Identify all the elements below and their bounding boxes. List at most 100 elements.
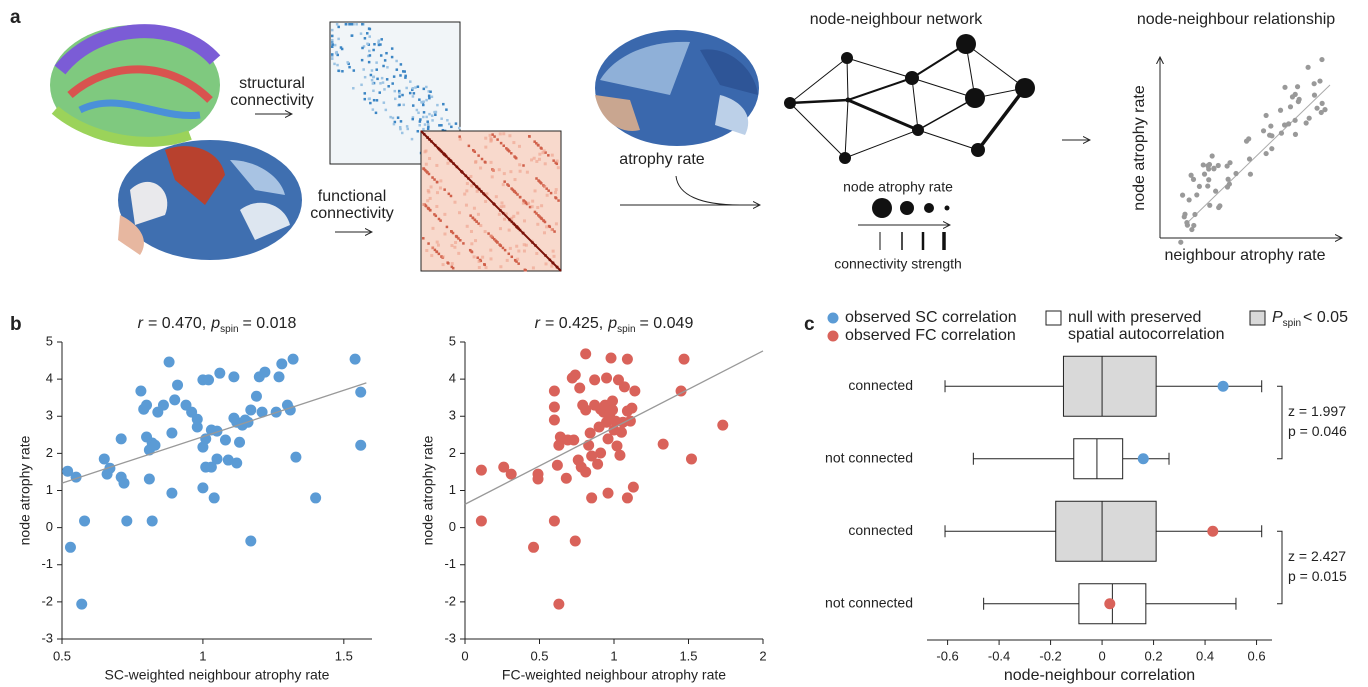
matrix-cell	[494, 195, 498, 199]
matrix-cell	[394, 97, 397, 101]
matrix-cell	[489, 139, 493, 143]
matrix-cell	[503, 180, 506, 183]
matrix-cell	[537, 144, 540, 147]
matrix-cell	[530, 205, 534, 209]
point	[203, 374, 215, 386]
matrix-cell	[422, 115, 425, 119]
box	[1062, 355, 1157, 417]
matrix-cell	[391, 116, 395, 120]
schematic-point	[1209, 153, 1215, 159]
observed	[1104, 598, 1116, 610]
point	[64, 541, 76, 553]
matrix-cell	[537, 179, 541, 183]
matrix-cell	[512, 141, 516, 145]
box	[1073, 438, 1124, 480]
matrix-cell	[395, 59, 398, 63]
matrix-cell	[374, 111, 378, 115]
matrix-cell	[427, 242, 430, 245]
matrix-cell	[385, 51, 388, 55]
schematic-point	[1192, 211, 1198, 218]
matrix-cell	[513, 178, 517, 182]
y-tick-label: 1	[449, 482, 456, 497]
matrix-cell	[392, 122, 396, 126]
matrix-cell	[457, 237, 460, 240]
sc-label: structural	[239, 75, 305, 92]
matrix-cell	[427, 90, 430, 93]
matrix-cell	[533, 140, 536, 143]
matrix-cell	[484, 199, 488, 203]
matrix-cell	[484, 136, 488, 140]
matrix-cell	[428, 96, 431, 100]
matrix-cell	[491, 133, 494, 136]
y-tick-label: -3	[41, 630, 53, 645]
matrix-cell	[422, 111, 426, 114]
matrix-cell	[425, 115, 428, 119]
point	[569, 369, 581, 381]
point	[627, 481, 639, 493]
point	[211, 425, 223, 437]
title-part: = 0.470,	[148, 315, 206, 332]
point	[222, 454, 234, 466]
x-tick-label: 2	[759, 648, 766, 663]
matrix-cell	[433, 110, 436, 114]
schematic-point	[1205, 163, 1211, 169]
matrix-cell	[479, 166, 483, 170]
y-tick-label: 4	[46, 371, 53, 386]
matrix-cell	[459, 239, 462, 242]
matrix-cell	[411, 86, 415, 90]
point	[584, 427, 596, 439]
x-tick-label: 0.5	[530, 648, 548, 663]
category-label: not connected	[825, 449, 913, 465]
matrix-cell	[426, 127, 430, 130]
schematic-trend	[1184, 84, 1331, 226]
matrix-cell	[523, 219, 527, 223]
matrix-cell	[545, 187, 548, 190]
matrix-cell	[331, 57, 334, 60]
matrix-cell	[372, 75, 375, 79]
point	[79, 515, 91, 527]
matrix-cell	[485, 192, 489, 196]
matrix-cell	[404, 74, 407, 78]
matrix-cell	[476, 256, 479, 259]
schematic-point	[1294, 84, 1301, 90]
matrix-cell	[362, 68, 365, 71]
matrix-cell	[396, 116, 400, 119]
point	[605, 352, 617, 364]
matrix-cell	[475, 189, 479, 193]
annotation: p = 0.046	[1288, 423, 1347, 439]
matrix-cell	[525, 202, 529, 206]
matrix-cell	[401, 93, 404, 97]
matrix-cell	[379, 43, 382, 46]
matrix-cell	[507, 252, 511, 256]
matrix-cell	[331, 28, 334, 32]
matrix-cell	[433, 178, 436, 181]
matrix-cell	[474, 160, 478, 164]
point	[245, 535, 257, 547]
matrix-cell	[398, 92, 401, 95]
matrix-cell	[372, 89, 375, 93]
matrix-cell	[550, 153, 554, 157]
point	[586, 492, 598, 504]
point	[135, 385, 147, 397]
matrix-cell	[552, 254, 556, 258]
matrix-cell	[554, 222, 558, 226]
point	[475, 464, 487, 476]
point	[234, 436, 246, 448]
panel-label: a	[10, 7, 21, 28]
matrix-cell	[431, 119, 434, 122]
matrix-cell	[517, 262, 520, 265]
matrix-cell	[447, 262, 450, 265]
matrix-cell	[430, 254, 434, 258]
point	[583, 439, 595, 451]
point	[657, 438, 669, 450]
matrix-cell	[436, 103, 439, 107]
matrix-cell	[422, 103, 425, 107]
point	[250, 390, 262, 402]
matrix-cell	[383, 88, 386, 91]
matrix-cell	[506, 148, 509, 151]
matrix-cell	[441, 263, 445, 267]
matrix-cell	[450, 244, 454, 248]
point	[273, 371, 285, 383]
matrix-cell	[533, 189, 537, 193]
y-tick-label: -2	[444, 593, 456, 608]
